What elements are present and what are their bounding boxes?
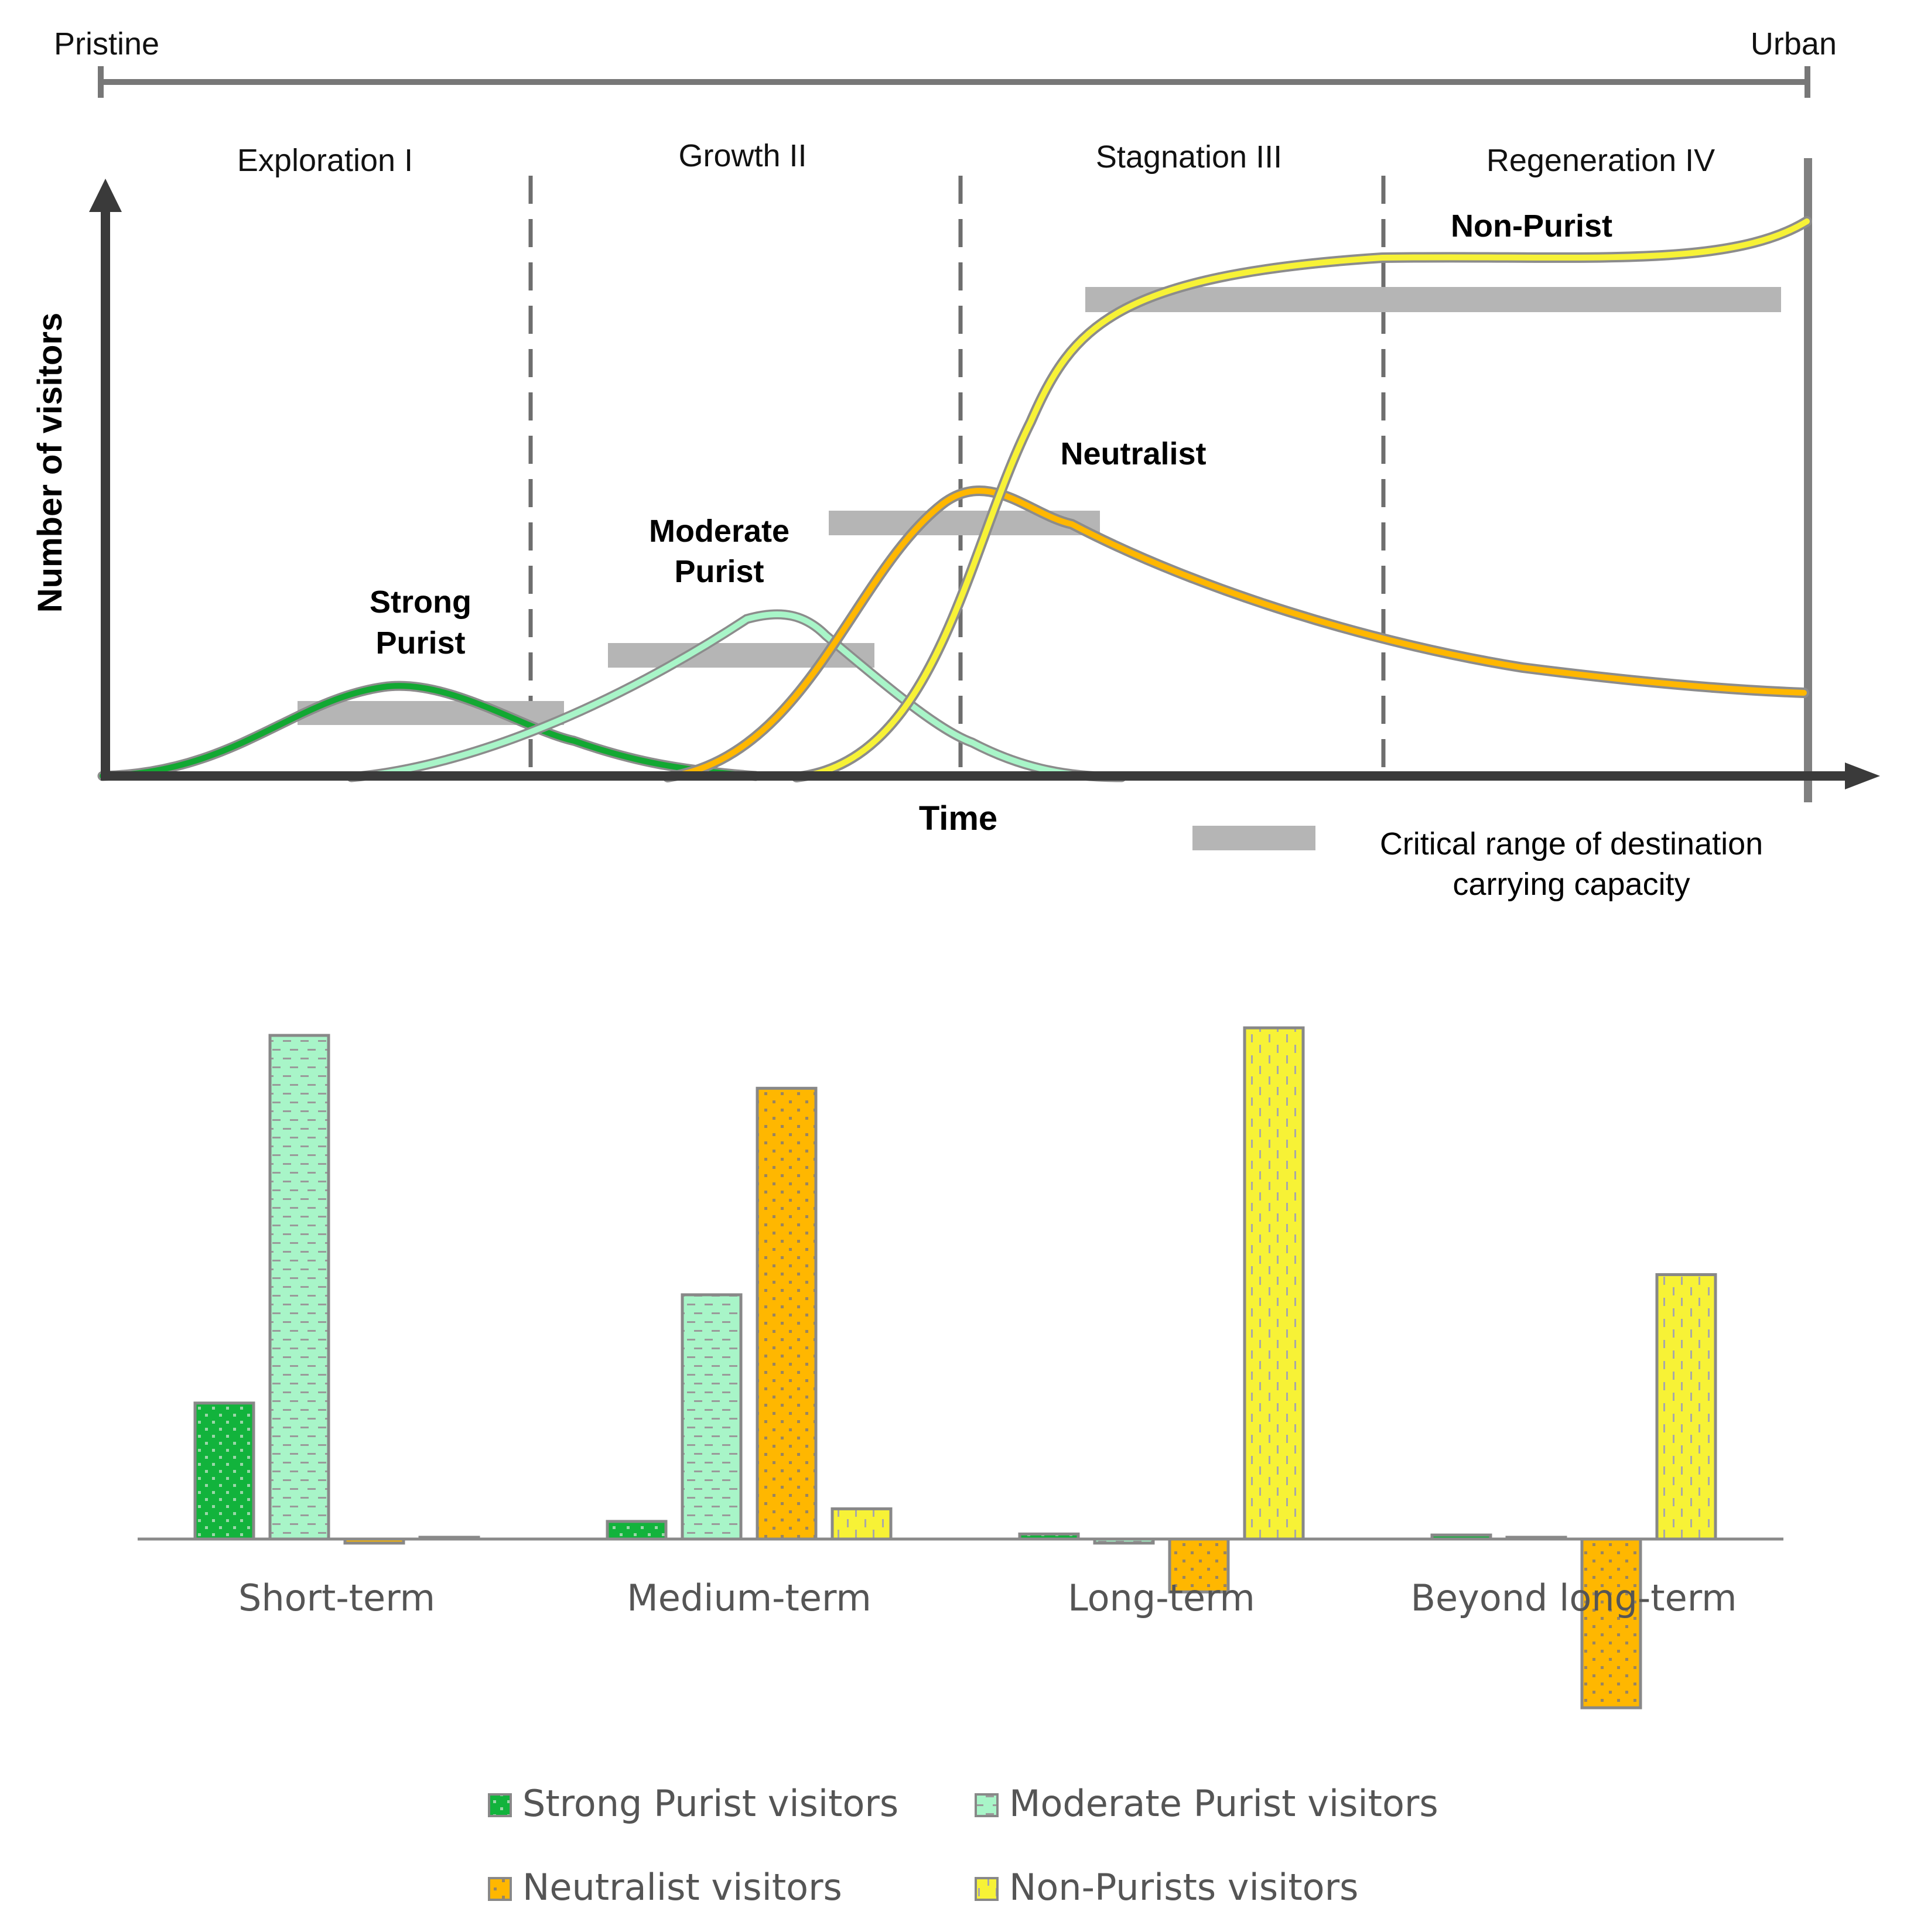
legend-swatch-non-purist <box>975 1877 999 1901</box>
bar-strong-purist-short-term <box>193 1401 255 1541</box>
category-label-medium-term: Medium-term <box>627 1577 872 1619</box>
pristine-label: Pristine <box>54 26 159 61</box>
phase-label-stagnation: Stagnation III <box>1096 139 1282 175</box>
urban-label: Urban <box>1751 26 1837 61</box>
legend-label-non-purist: Non-Purists visitors <box>1009 1866 1358 1909</box>
x-axis-title: Time <box>919 799 997 837</box>
legend-swatch-neutralist <box>488 1877 512 1901</box>
curve-non-purist <box>791 216 1812 782</box>
label-non-purist: Non-Purist <box>1451 208 1612 244</box>
capacity-band-nonpurist <box>1085 287 1781 312</box>
bar-moderate-purist-short-term <box>268 1034 330 1541</box>
legend-label-strong-purist: Strong Purist visitors <box>522 1782 898 1825</box>
category-label-short-term: Short-term <box>238 1577 435 1619</box>
curve-moderate-purist <box>346 609 1127 782</box>
label-neutralist: Neutralist <box>1060 436 1206 471</box>
curve-neutralist <box>662 485 1809 782</box>
phase-label-growth: Growth II <box>678 138 806 173</box>
bar-legend: Strong Purist visitors Moderate Purist v… <box>488 1782 1438 1909</box>
pristine-urban-scale: Pristine Urban <box>54 26 1837 98</box>
bar-series-group <box>193 1026 1717 1709</box>
category-labels: Short-term Medium-term Long-term Beyond lon… <box>238 1577 1737 1619</box>
phase-label-exploration: Exploration I <box>237 143 413 178</box>
legend-swatch-strong-purist <box>488 1793 512 1817</box>
bar-chart: Short-term Medium-term Long-term Beyond lon… <box>138 1026 1783 1909</box>
category-label-beyond-long-term: Beyond long-term <box>1410 1577 1737 1619</box>
category-label-long-term: Long-term <box>1068 1577 1255 1619</box>
bar-strong-purist-medium-term <box>606 1520 668 1541</box>
bar-neutralist-medium-term <box>756 1086 818 1541</box>
curve-strong-purist <box>97 681 761 781</box>
capacity-legend-swatch <box>1192 826 1315 850</box>
bar-neutralist-long-term <box>1168 1537 1230 1594</box>
x-axis-arrow <box>1845 762 1880 789</box>
label-strong-purist-line2: Purist <box>375 625 465 661</box>
bar-non-purist-beyond-long-term <box>1655 1273 1717 1541</box>
capacity-legend-line2: carrying capacity <box>1453 867 1690 902</box>
bar-neutralist-beyond-long-term <box>1580 1537 1642 1709</box>
y-axis-arrow <box>89 179 122 212</box>
phase-label-regeneration: Regeneration IV <box>1486 143 1715 178</box>
legend-label-moderate-purist: Moderate Purist visitors <box>1009 1782 1438 1825</box>
bar-non-purist-long-term <box>1243 1026 1305 1541</box>
bar-non-purist-medium-term <box>831 1507 893 1541</box>
bar-moderate-purist-medium-term <box>681 1293 743 1541</box>
y-axis-title: Number of visitors <box>31 313 69 613</box>
lifecycle-chart: Exploration I Growth II Stagnation III R… <box>31 138 1880 902</box>
label-moderate-purist-line1: Moderate <box>649 514 790 549</box>
legend-label-neutralist: Neutralist visitors <box>522 1866 842 1909</box>
legend-swatch-moderate-purist <box>975 1793 999 1817</box>
label-moderate-purist-line2: Purist <box>674 554 764 589</box>
capacity-legend-line1: Critical range of destination <box>1380 826 1763 861</box>
label-strong-purist-line1: Strong <box>370 584 471 620</box>
